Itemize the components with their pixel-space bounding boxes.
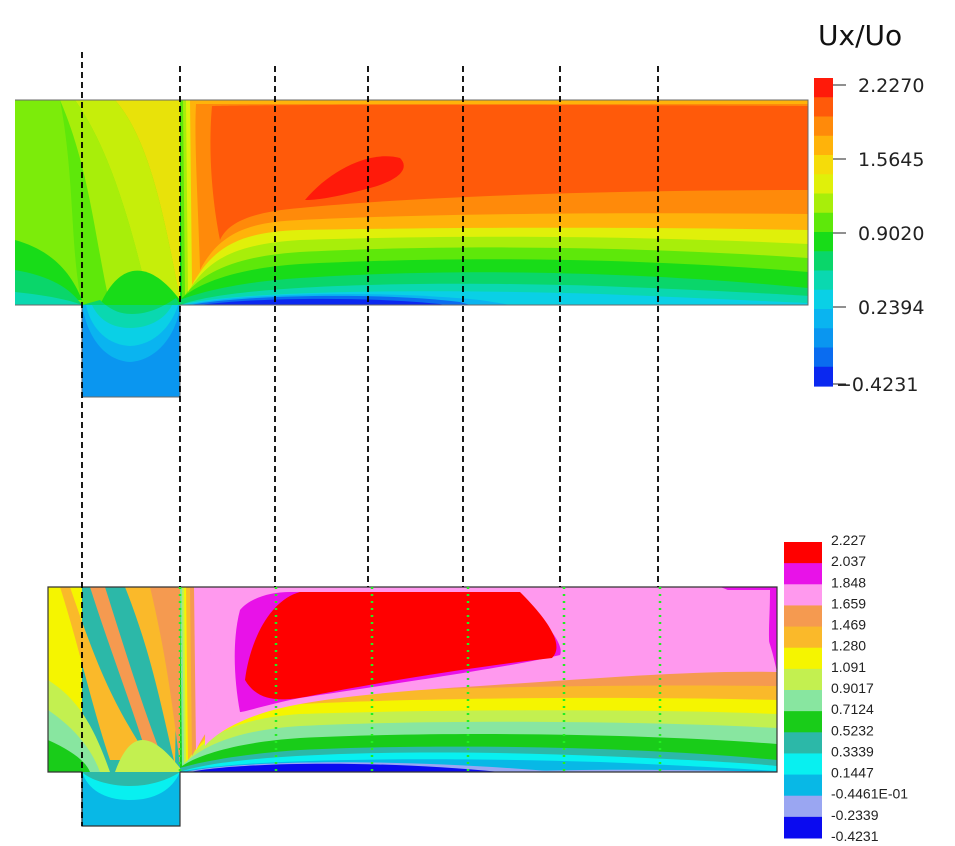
bottom-legend-label: 1.848 <box>831 574 866 590</box>
bottom-color-swatch <box>784 753 822 776</box>
bottom-color-swatch <box>784 584 822 606</box>
bottom-legend-label: 2.227 <box>831 532 866 548</box>
top-color-swatch <box>814 97 833 118</box>
legend-title: Ux/Uo <box>818 19 902 52</box>
bottom-legend-label: 0.7124 <box>831 701 874 717</box>
bottom-color-swatch <box>784 816 822 839</box>
alignment-dashed-lines <box>81 52 659 826</box>
bottom-legend-label: 0.9017 <box>831 680 874 696</box>
bottom-color-swatch <box>784 774 822 797</box>
top-color-swatch <box>814 135 833 156</box>
top-legend-label: 2.2270 <box>858 75 924 97</box>
top-color-swatch <box>814 155 833 175</box>
top-color-swatch <box>814 347 833 368</box>
bottom-contour-plot <box>48 587 777 826</box>
bottom-color-swatch <box>784 732 822 754</box>
bottom-legend-label: 0.5232 <box>831 722 874 738</box>
bottom-color-swatch <box>784 690 822 712</box>
bottom-legend-label: 1.091 <box>831 659 866 675</box>
bottom-legend-label: 1.469 <box>831 617 866 633</box>
bottom-legend-label: -0.4231 <box>831 828 879 844</box>
top-color-swatch <box>814 289 833 310</box>
top-color-swatch <box>814 78 833 98</box>
bottom-plot-border <box>47 586 778 827</box>
top-legend-label: −0.4231 <box>836 374 918 396</box>
top-legend-label: 0.2394 <box>858 297 924 319</box>
top-color-swatch <box>814 251 833 272</box>
bottom-color-swatch <box>784 711 822 733</box>
top-color-swatch <box>814 328 833 349</box>
bottom-legend-label: 1.280 <box>831 638 866 654</box>
top-color-swatch <box>814 232 833 252</box>
top-color-swatch <box>814 309 833 329</box>
top-color-swatch <box>814 366 833 387</box>
bottom-color-swatch <box>784 563 822 585</box>
top-color-swatch <box>814 174 833 195</box>
bottom-color-swatch <box>784 668 822 691</box>
top-color-swatch <box>814 270 833 291</box>
bottom-color-swatch <box>784 795 822 818</box>
bottom-green-dotted-lines <box>178 587 662 772</box>
top-contour-plot <box>15 100 808 397</box>
top-legend-ticks <box>833 84 846 385</box>
bottom-color-swatch <box>784 647 822 670</box>
bottom-color-bar <box>784 542 822 839</box>
top-legend-label: 1.5645 <box>858 149 924 171</box>
bottom-legend-label: 0.1447 <box>831 765 874 781</box>
bottom-color-swatch <box>784 542 822 564</box>
top-color-swatch <box>814 193 833 214</box>
top-color-swatch <box>814 116 833 137</box>
top-legend-label: 0.9020 <box>858 223 924 245</box>
bottom-color-swatch <box>784 626 822 649</box>
top-color-bar <box>814 78 833 387</box>
top-color-swatch <box>814 212 833 233</box>
bottom-legend-label: -0.2339 <box>831 807 879 823</box>
bottom-color-swatch <box>784 605 822 628</box>
bottom-legend-label: 0.3339 <box>831 743 874 759</box>
bottom-legend-label: -0.4461E-01 <box>831 786 908 802</box>
bottom-legend-labels: 2.227 2.037 1.848 1.659 1.469 1.280 1.091 0.901… <box>831 532 908 844</box>
bottom-legend-label: 2.037 <box>831 553 866 569</box>
bottom-legend-label: 1.659 <box>831 595 866 611</box>
